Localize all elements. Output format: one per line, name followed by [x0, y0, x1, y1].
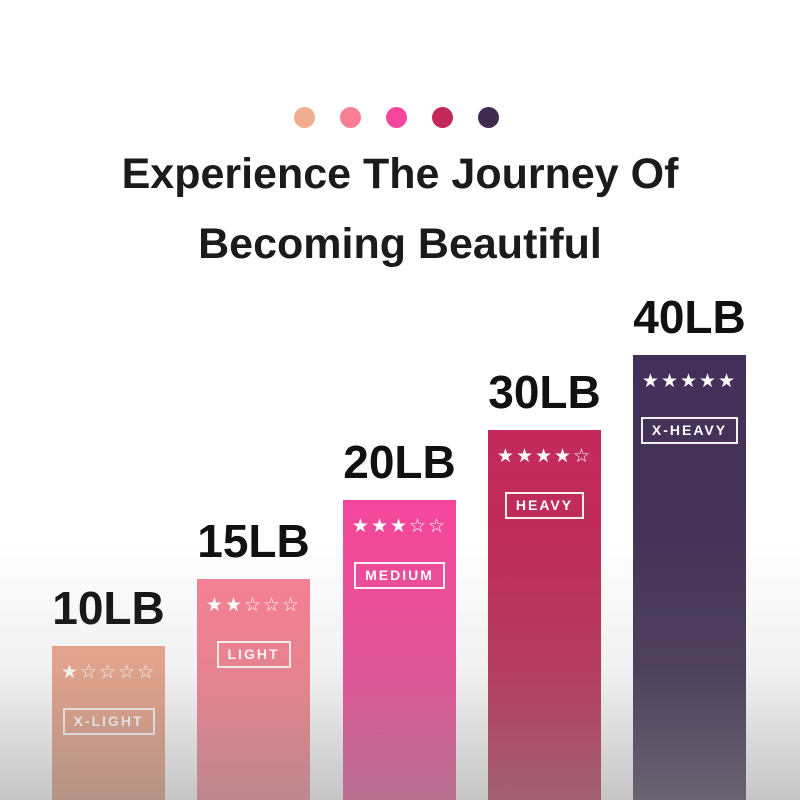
color-palette-dots: [0, 107, 792, 128]
bar: ★★★☆☆ MEDIUM: [343, 500, 456, 800]
bar-group-medium: 20LB ★★★☆☆ MEDIUM: [343, 439, 456, 800]
weight-label: 20LB: [343, 436, 456, 488]
palette-dot-1: [293, 107, 315, 128]
bar-group-light: 15LB ★★☆☆☆ LIGHT: [197, 518, 310, 800]
star-rating: ★★★☆☆: [351, 515, 448, 537]
bar: ★★★★☆ HEAVY: [488, 430, 601, 800]
bar: ★★☆☆☆ LIGHT: [197, 579, 310, 800]
bar-group-heavy: 30LB ★★★★☆ HEAVY: [488, 369, 601, 800]
palette-dot-3: [385, 107, 407, 128]
level-badge: LIGHT: [216, 640, 291, 668]
bar: ★☆☆☆☆ X-LIGHT: [52, 646, 165, 800]
weight-label: 40LB: [633, 291, 746, 343]
weight-label: 10LB: [52, 582, 165, 634]
palette-dot-5: [477, 107, 499, 128]
level-badge: X-HEAVY: [640, 416, 739, 444]
palette-dot-4: [431, 107, 453, 128]
star-rating: ★★★★★: [641, 370, 738, 392]
page-title: Experience The Journey Of Becoming Beaut…: [0, 139, 800, 279]
star-rating: ★★☆☆☆: [205, 594, 302, 616]
bar-group-x-heavy: 40LB ★★★★★ X-HEAVY: [633, 294, 746, 800]
title-line-2: Becoming Beautiful: [198, 220, 602, 268]
bar-group-x-light: 10LB ★☆☆☆☆ X-LIGHT: [52, 585, 165, 800]
level-badge: HEAVY: [504, 491, 585, 519]
level-badge: MEDIUM: [354, 561, 445, 589]
bar: ★★★★★ X-HEAVY: [633, 355, 746, 800]
star-rating: ★☆☆☆☆: [60, 661, 157, 683]
title-line-1: Experience The Journey Of: [121, 150, 679, 198]
star-rating: ★★★★☆: [496, 445, 593, 467]
weight-label: 15LB: [197, 515, 310, 567]
weight-label: 30LB: [488, 366, 601, 418]
palette-dot-2: [339, 107, 361, 128]
level-badge: X-LIGHT: [62, 707, 155, 735]
